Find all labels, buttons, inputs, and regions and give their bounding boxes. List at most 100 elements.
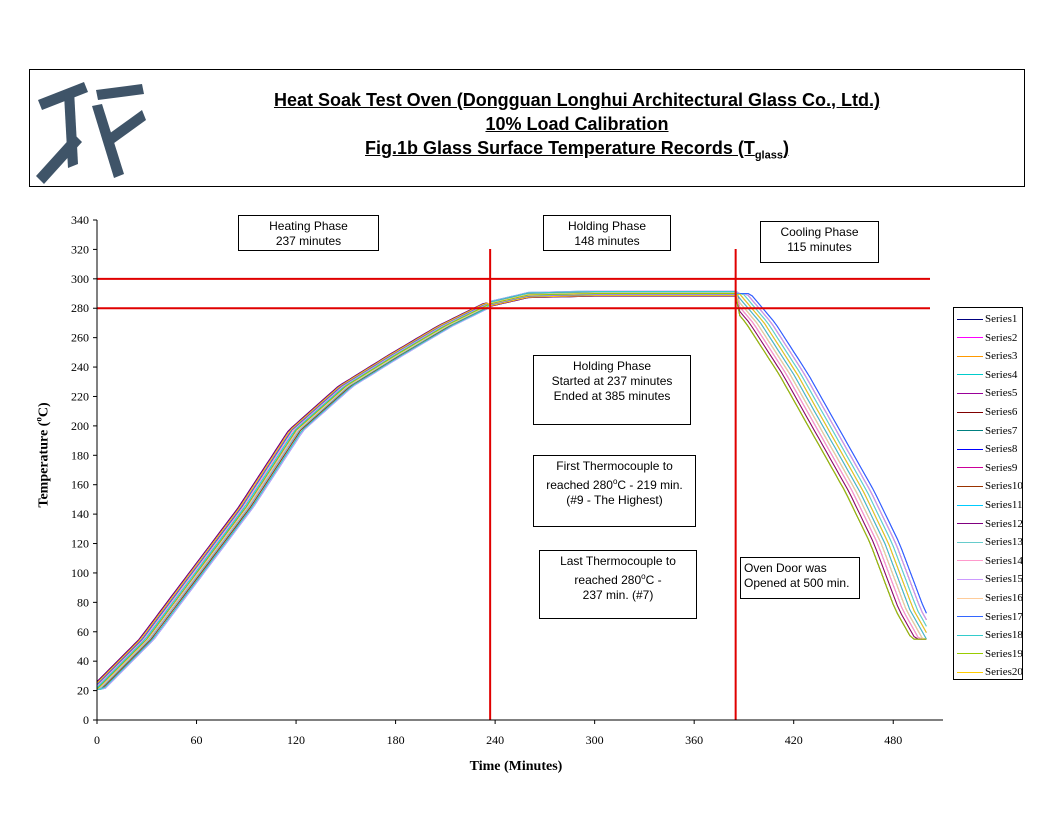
y-tick-label: 340: [71, 213, 89, 227]
y-tick-label: 60: [77, 625, 89, 639]
x-tick-label: 300: [586, 733, 604, 747]
legend-label: Series19: [985, 647, 1023, 660]
header-box: Heat Soak Test Oven (Dongguan Longhui Ar…: [29, 69, 1025, 187]
legend-label: Series13: [985, 536, 1023, 549]
legend-item: Series8: [957, 442, 1017, 456]
holding-detail-annotation: Holding Phase Started at 237 minutes End…: [533, 355, 691, 425]
series-line-6: [96, 293, 927, 685]
legend-item: Series13: [957, 535, 1023, 549]
series-layer: [96, 290, 927, 690]
legend-swatch: [957, 485, 983, 487]
x-tick-label: 480: [884, 733, 902, 747]
x-tick-label: 120: [287, 733, 305, 747]
legend-item: Series11: [957, 498, 1022, 512]
y-tick-label: 200: [71, 419, 89, 433]
x-tick-label: 240: [486, 733, 504, 747]
title-line-2: 10% Load Calibration: [485, 114, 669, 134]
reference-lines: [97, 249, 930, 720]
series-line-13: [96, 292, 927, 690]
legend-swatch: [957, 374, 983, 376]
x-tick-label: 180: [387, 733, 405, 747]
legend-label: Series15: [985, 573, 1023, 586]
y-tick-label: 260: [71, 331, 89, 345]
legend-swatch: [957, 653, 983, 655]
y-tick-label: 180: [71, 448, 89, 462]
series-line-8: [96, 293, 927, 690]
legend-swatch: [957, 467, 983, 469]
legend-label: Series11: [985, 499, 1023, 511]
series-line-11: [96, 293, 927, 688]
legend-label: Series1: [985, 313, 1018, 325]
y-tick-label: 40: [77, 654, 89, 668]
legend-label: Series6: [985, 406, 1018, 418]
legend-item: Series12: [957, 517, 1023, 531]
y-tick-label: 0: [83, 713, 89, 727]
legend-item: Series17: [957, 610, 1023, 624]
x-axis-label: Time (Minutes): [469, 759, 563, 774]
y-tick-label: 100: [71, 566, 89, 580]
legend-swatch: [957, 318, 983, 320]
x-tick-label: 360: [685, 733, 703, 747]
y-tick-label: 20: [77, 684, 89, 698]
legend-item: Series4: [957, 368, 1017, 382]
legend-item: Series18: [957, 628, 1023, 642]
legend-label: Series10: [985, 480, 1023, 493]
axes: 0 20 40 60 80 100 120 140 160 180 200 220 240 260 280 3…: [71, 213, 943, 747]
title-line-3: Fig.1b Glass Surface Temperature Records…: [365, 138, 789, 162]
company-logo: [36, 82, 146, 184]
legend-swatch: [957, 337, 983, 339]
temperature-chart: 0 20 40 60 80 100 120 140 160 180 200 220 240 260 280 3…: [71, 213, 943, 747]
x-tick-label: 60: [191, 733, 203, 747]
legend-swatch: [957, 634, 983, 636]
series-line-12: [96, 295, 927, 682]
legend-item: Series7: [957, 424, 1017, 438]
chart-legend: Series1 Series2 Series3 Series4 Series5 Serie…: [953, 307, 1023, 680]
heating-phase-annotation: Heating Phase 237 minutes: [238, 215, 379, 251]
legend-swatch: [957, 541, 983, 543]
x-tick-label: 420: [785, 733, 803, 747]
y-tick-label: 140: [71, 507, 89, 521]
legend-label: Series3: [985, 350, 1018, 363]
legend-item: Series19: [957, 647, 1023, 661]
legend-item: Series6: [957, 405, 1017, 419]
series-line-19: [96, 293, 927, 690]
legend-item: Series5: [957, 386, 1017, 400]
legend-item: Series9: [957, 461, 1017, 475]
y-tick-label: 300: [71, 272, 89, 286]
legend-label: Series9: [985, 461, 1018, 474]
legend-label: Series4: [985, 368, 1018, 381]
legend-item: Series15: [957, 572, 1023, 586]
x-tick-label: 0: [94, 733, 100, 747]
cooling-phase-annotation: Cooling Phase 115 minutes: [760, 221, 879, 263]
legend-item: Series14: [957, 554, 1023, 568]
series-line-18: [97, 291, 927, 690]
y-tick-label: 80: [77, 595, 89, 609]
y-tick-label: 240: [71, 360, 89, 374]
legend-swatch: [957, 448, 983, 450]
legend-swatch: [957, 355, 983, 357]
last-thermocouple-annotation: Last Thermocouple to reached 280oC - 237…: [539, 550, 697, 619]
series-line-3: [96, 294, 927, 687]
series-line-15: [97, 290, 927, 690]
series-line-9: [96, 295, 927, 684]
legend-item: Series10: [957, 479, 1023, 493]
y-tick-label: 220: [71, 389, 89, 403]
legend-label: Series14: [985, 554, 1023, 567]
series-line-10: [97, 291, 927, 690]
legend-swatch: [957, 616, 983, 618]
legend-item: Series16: [957, 591, 1023, 605]
legend-swatch: [957, 430, 983, 432]
series-line-14: [96, 294, 927, 687]
series-line-17: [96, 293, 927, 685]
holding-phase-annotation: Holding Phase 148 minutes: [543, 215, 671, 251]
series-line-4: [97, 290, 927, 690]
legend-label: Series12: [985, 517, 1023, 530]
legend-item: Series1: [957, 312, 1017, 326]
series-line-2: [96, 292, 927, 690]
oven-door-annotation: Oven Door was Opened at 500 min.: [740, 557, 860, 599]
y-tick-label: 320: [71, 242, 89, 256]
legend-item: Series20: [957, 665, 1023, 679]
legend-label: Series17: [985, 610, 1023, 623]
legend-swatch: [957, 411, 983, 413]
legend-label: Series5: [985, 387, 1018, 400]
